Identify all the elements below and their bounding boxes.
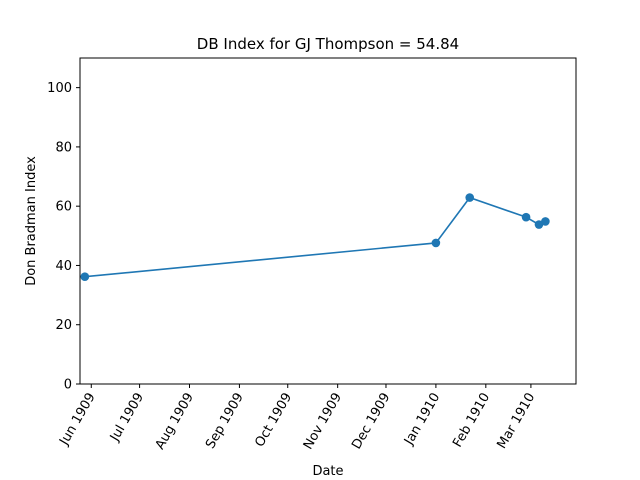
plot-frame — [79, 57, 577, 385]
data-point — [431, 238, 441, 248]
plot-area — [80, 193, 550, 282]
data-point — [534, 220, 544, 229]
y-tick-label: 60 — [55, 200, 72, 215]
y-axis-title: Don Bradman Index — [24, 156, 39, 286]
y-tick-label: 80 — [55, 140, 72, 155]
y-tick-label: 40 — [55, 259, 72, 274]
y-tick-label: 20 — [55, 318, 72, 333]
data-point — [541, 217, 550, 226]
data-point — [80, 272, 90, 282]
y-tick-label: 100 — [47, 81, 72, 96]
chart-title: DB Index for GJ Thompson = 54.84 — [197, 35, 459, 53]
y-axis: 0 20 40 60 80 100 — [47, 81, 80, 393]
y-tick-label: 0 — [64, 378, 72, 393]
data-point — [521, 212, 531, 222]
data-point — [465, 193, 475, 202]
x-axis-title: Date — [312, 464, 343, 479]
